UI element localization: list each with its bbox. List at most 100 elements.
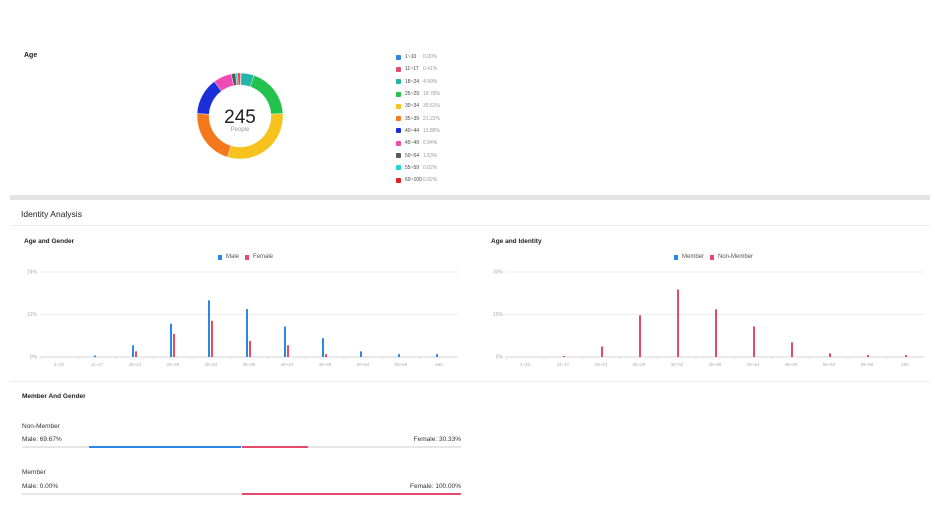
- member-female-fill: [241, 493, 461, 495]
- bar-male[interactable]: [284, 326, 286, 357]
- legend-label: 18~24: [405, 78, 420, 85]
- legend-pct: 21.22%: [423, 115, 440, 122]
- bar-non-member[interactable]: [639, 315, 641, 357]
- section-divider: [10, 195, 930, 200]
- legend-swatch: [396, 91, 401, 97]
- bar-female[interactable]: [249, 341, 251, 357]
- x-tick-label: 45~49: [319, 362, 332, 367]
- bar-male[interactable]: [436, 354, 438, 357]
- legend-label: 11~17: [405, 66, 419, 73]
- bar-female[interactable]: [325, 354, 327, 357]
- female-legend-label[interactable]: Female: [253, 254, 274, 260]
- bar-non-member[interactable]: [829, 353, 831, 357]
- x-tick-label: 30~34: [205, 362, 218, 367]
- bar-male[interactable]: [94, 355, 96, 357]
- age-legend-item[interactable]: 45~49 6.94%: [396, 137, 440, 149]
- age-legend-item[interactable]: 60~100 0.82%: [396, 174, 440, 186]
- legend-pct: 30.61%: [423, 103, 440, 110]
- bar-non-member[interactable]: [715, 309, 717, 357]
- charts-divider: [10, 381, 930, 382]
- legend-label: 35~39: [405, 115, 420, 122]
- bar-non-member[interactable]: [677, 289, 679, 357]
- x-tick-label: 1~10: [54, 362, 65, 367]
- age-legend-item[interactable]: 18~24 4.90%: [396, 76, 440, 88]
- male-pct: 69.67%: [39, 436, 62, 443]
- age-donut-chart: 245 People: [196, 72, 284, 160]
- bar-non-member[interactable]: [563, 355, 565, 357]
- legend-pct: 1.63%: [423, 152, 438, 159]
- bar-non-member[interactable]: [867, 355, 869, 357]
- bar-female[interactable]: [135, 351, 137, 357]
- x-tick-label: 18~24: [129, 362, 142, 367]
- y-tick-label: 0%: [496, 355, 504, 361]
- bar-male[interactable]: [360, 351, 362, 357]
- x-tick-label: ≥60: [435, 362, 443, 367]
- legend-swatch: [396, 153, 401, 159]
- x-tick-label: 18~24: [595, 362, 608, 367]
- x-tick-label: 50~54: [357, 362, 370, 367]
- female-label: Female:: [410, 483, 434, 490]
- bar-female[interactable]: [211, 320, 213, 357]
- age-legend-item[interactable]: 1~10 0.00%: [396, 51, 440, 63]
- male-label: Male:: [22, 436, 38, 443]
- x-tick-label: 45~49: [785, 362, 798, 367]
- legend-swatch: [396, 128, 401, 134]
- age-legend-item[interactable]: 25~29 18.78%: [396, 88, 440, 100]
- age-legend-item[interactable]: 35~39 21.22%: [396, 112, 440, 124]
- legend-pct: 13.88%: [423, 127, 440, 134]
- legend-swatch: [396, 54, 401, 60]
- age-legend-item[interactable]: 40~44 13.88%: [396, 125, 440, 137]
- bar-male[interactable]: [170, 323, 172, 357]
- bar-non-member[interactable]: [601, 346, 603, 357]
- male-legend-label[interactable]: Male: [226, 254, 240, 260]
- legend-label: 25~29: [405, 91, 420, 98]
- legend-pct: 18.78%: [423, 91, 440, 98]
- identity-section-title: Identity Analysis: [21, 209, 82, 219]
- member-legend-swatch: [674, 254, 678, 260]
- bar-male[interactable]: [246, 309, 248, 357]
- age-gender-chart-title: Age and Gender: [24, 238, 75, 245]
- legend-swatch: [396, 66, 401, 72]
- legend-pct: 0.00%: [423, 54, 438, 61]
- legend-label: 60~100: [405, 177, 422, 184]
- donut-slice[interactable]: [237, 72, 241, 86]
- bar-male[interactable]: [208, 300, 210, 357]
- age-identity-bar-chart: 0% 15% 30% 1~10 11~17 18~24 25~29 30~34 35~39 40~…: [493, 270, 924, 367]
- member-legend-label[interactable]: Member: [682, 254, 705, 260]
- bar-female[interactable]: [287, 345, 289, 357]
- bar-non-member[interactable]: [753, 326, 755, 357]
- age-gender-bar-chart: 0% 12% 24% 1~10 11~17 18~24 25~29 30~34 35~39 40~…: [27, 270, 458, 367]
- donut-total-unit: People: [231, 127, 250, 133]
- bar-male[interactable]: [398, 354, 400, 357]
- non-member-female-stat: Female: 30.33%: [414, 436, 461, 443]
- x-tick-label: 40~44: [281, 362, 294, 367]
- age-gender-legend: Male Female: [218, 254, 273, 260]
- legend-swatch: [396, 79, 401, 85]
- non-member-gender-bar: [22, 446, 461, 448]
- non-member-legend-label[interactable]: Non-Member: [718, 254, 754, 260]
- non-member-male-fill: [88, 446, 242, 448]
- age-legend-item[interactable]: 55~59 0.82%: [396, 162, 440, 174]
- age-section-title: Age: [24, 52, 38, 59]
- y-tick-label: 30%: [493, 270, 504, 276]
- x-tick-label: 1~10: [520, 362, 531, 367]
- age-legend-item[interactable]: 50~54 1.63%: [396, 149, 440, 161]
- legend-pct: 4.90%: [423, 78, 438, 85]
- age-legend-item[interactable]: 30~34 30.61%: [396, 100, 440, 112]
- bar-female[interactable]: [173, 333, 175, 357]
- legend-label: 30~34: [405, 103, 420, 110]
- x-tick-label: 40~44: [747, 362, 760, 367]
- age-legend-item[interactable]: 11~17 0.41%: [396, 63, 440, 75]
- male-label: Male:: [22, 483, 38, 490]
- member-male-stat: Male: 0.00%: [22, 483, 58, 490]
- age-identity-chart-title: Age and Identity: [491, 238, 542, 245]
- donut-total: 245: [224, 107, 256, 128]
- bar-male[interactable]: [322, 338, 324, 357]
- bar-male[interactable]: [132, 345, 134, 357]
- y-tick-label: 15%: [493, 312, 504, 318]
- bar-non-member[interactable]: [905, 355, 907, 357]
- bar-non-member[interactable]: [791, 342, 793, 357]
- legend-swatch: [396, 165, 401, 171]
- member-gender-bar: [22, 493, 461, 495]
- x-tick-label: 11~17: [557, 362, 570, 367]
